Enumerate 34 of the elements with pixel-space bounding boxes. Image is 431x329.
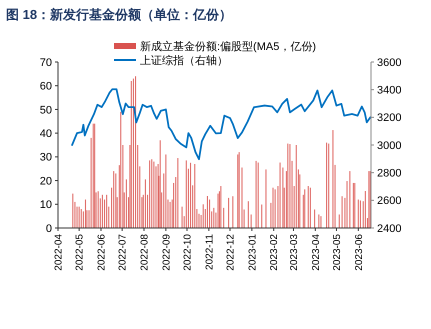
- x-tick-label: 2023-05: [332, 234, 343, 271]
- y2-tick-label: 3000: [377, 140, 402, 152]
- y-tick-label: 40: [40, 128, 52, 140]
- chart-title: 图 18：新发行基金份额（单位：亿份）: [6, 7, 232, 22]
- y-tick-label: 60: [40, 80, 52, 93]
- x-tick-label: 2022-11: [204, 234, 216, 270]
- x-tick-label: 2022-08: [140, 234, 151, 271]
- x-tick-label: 2022-05: [74, 234, 86, 271]
- x-tick-label: 2022-06: [96, 234, 108, 271]
- x-tick-label: 2023-06: [354, 234, 365, 271]
- y-tick-label: 30: [40, 152, 52, 164]
- legend-label: 新成立基金份额:偏股型(MA5，亿份): [140, 40, 316, 53]
- y2-tick-label: 3600: [377, 56, 402, 69]
- legend-label: 上证综指（右轴）: [140, 54, 228, 67]
- y-tick-label: 10: [40, 199, 52, 212]
- x-tick-label: 2023-04: [310, 234, 322, 271]
- x-tick-label: 2023-02: [269, 234, 280, 271]
- y-tick-label: 20: [40, 175, 52, 188]
- x-tick-label: 2022-09: [161, 234, 172, 271]
- y2-tick-label: 3200: [377, 112, 402, 124]
- x-tick-label: 2022-04: [54, 234, 64, 271]
- y2-tick-label: 3400: [377, 84, 402, 97]
- y2-tick-label: 2800: [377, 168, 402, 180]
- line-series: [71, 88, 372, 160]
- x-tick-label: 2023-01: [247, 234, 258, 271]
- x-tick-label: 2022-12: [226, 234, 237, 271]
- y-tick-label: 50: [40, 104, 52, 116]
- y-tick-label: 70: [40, 56, 52, 69]
- y2-tick-label: 2600: [377, 195, 402, 208]
- x-tick-label: 2023-03: [288, 234, 300, 271]
- x-tick-label: 2022-07: [118, 234, 129, 271]
- x-tick-label: 2022-10: [182, 234, 194, 271]
- y2-tick-label: 2400: [377, 222, 402, 235]
- y-tick-label: 0: [46, 222, 52, 235]
